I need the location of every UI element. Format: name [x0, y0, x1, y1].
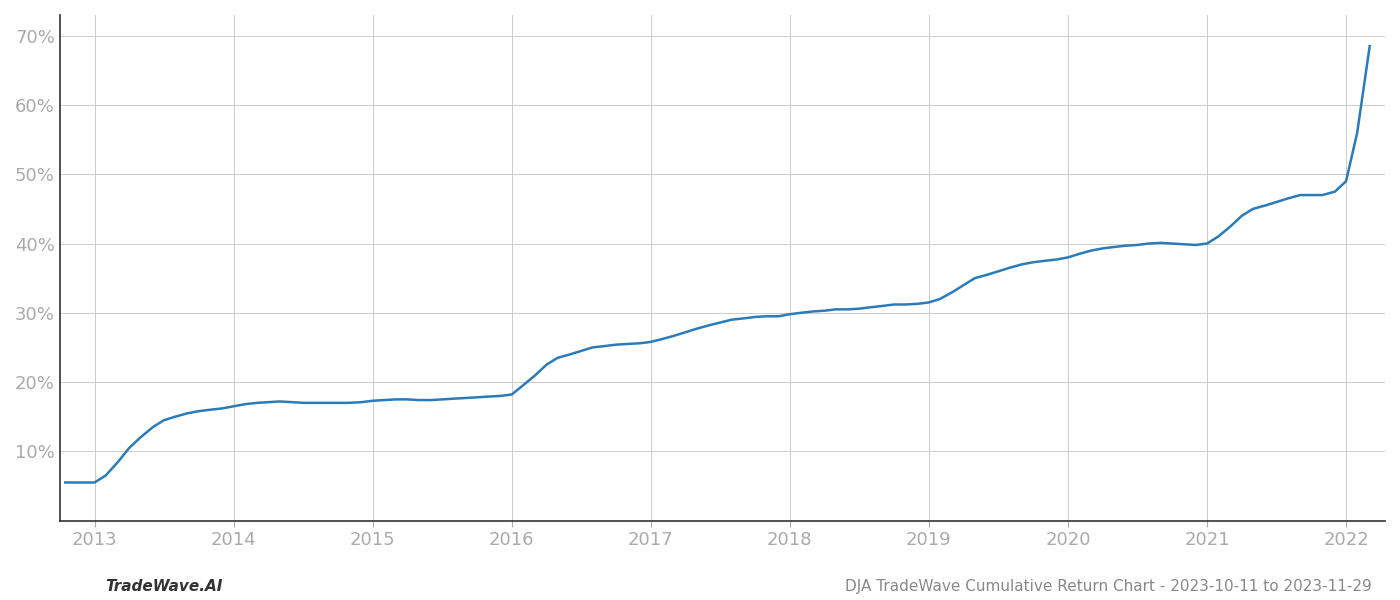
Text: DJA TradeWave Cumulative Return Chart - 2023-10-11 to 2023-11-29: DJA TradeWave Cumulative Return Chart - … [846, 579, 1372, 594]
Text: TradeWave.AI: TradeWave.AI [105, 579, 223, 594]
